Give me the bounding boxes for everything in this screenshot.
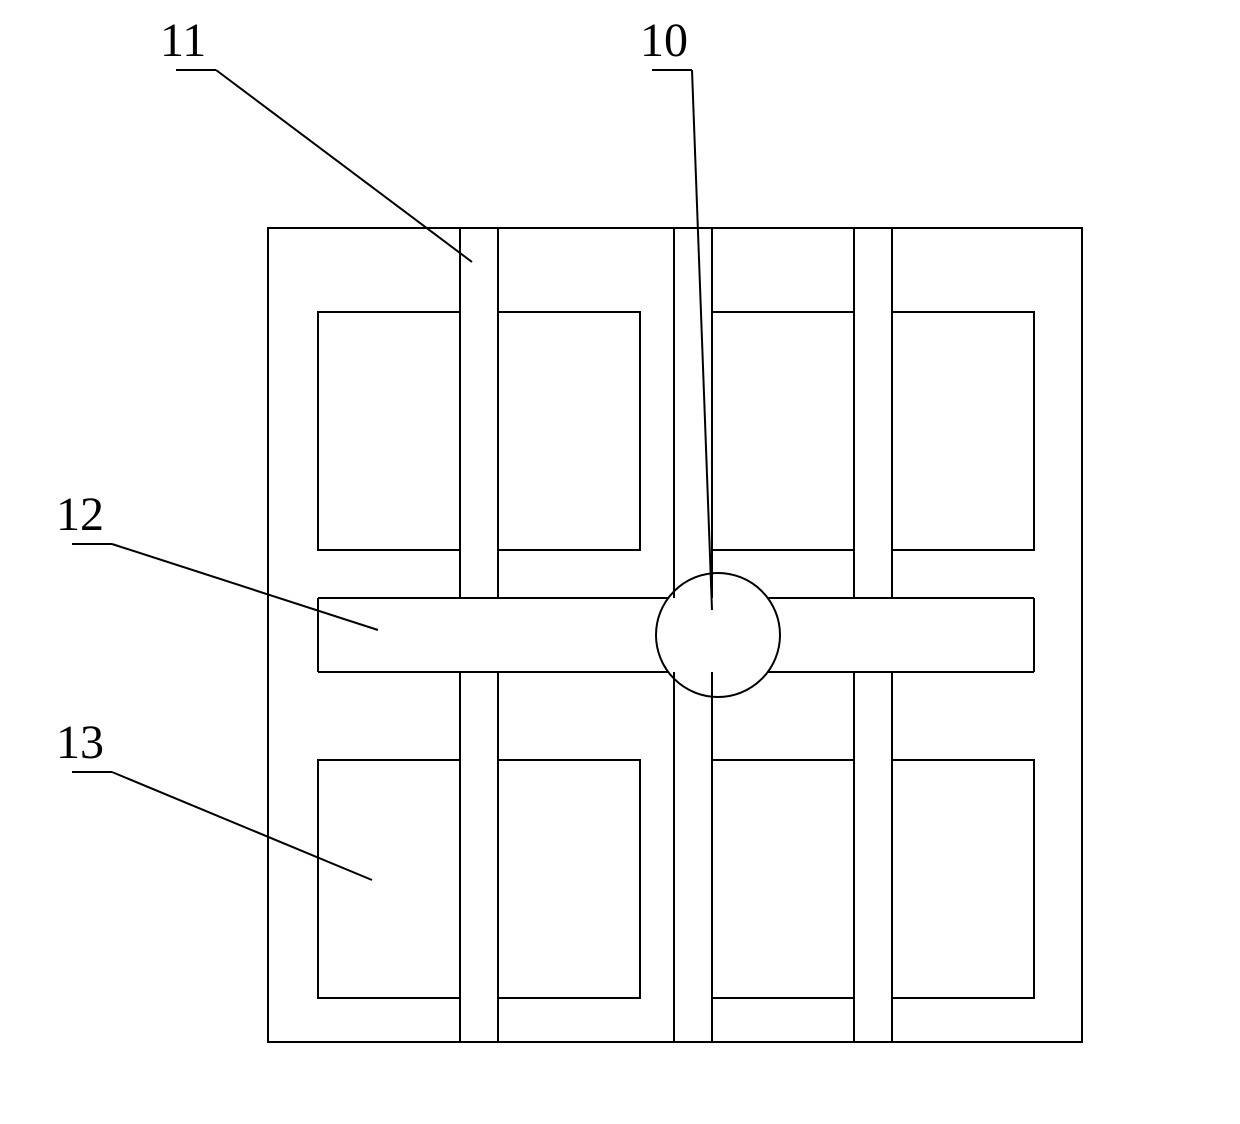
grid-cell	[712, 312, 854, 550]
leader-line-11	[216, 70, 472, 262]
grid-cell	[318, 312, 460, 550]
label-10: 10	[640, 14, 688, 67]
leader-line-10	[692, 70, 712, 610]
grid-cell	[892, 312, 1034, 550]
grid-cell	[318, 760, 460, 998]
grid-cell	[498, 312, 640, 550]
grid-cell	[498, 760, 640, 998]
label-12: 12	[56, 488, 104, 541]
label-11: 11	[160, 14, 206, 67]
label-13: 13	[56, 716, 104, 769]
leader-line-13	[112, 772, 372, 880]
technical-diagram: 10 11 12 13	[0, 0, 1240, 1124]
center-circle	[656, 573, 780, 697]
grid-cell	[712, 760, 854, 998]
grid-cell	[892, 760, 1034, 998]
leader-line-12	[112, 544, 378, 630]
